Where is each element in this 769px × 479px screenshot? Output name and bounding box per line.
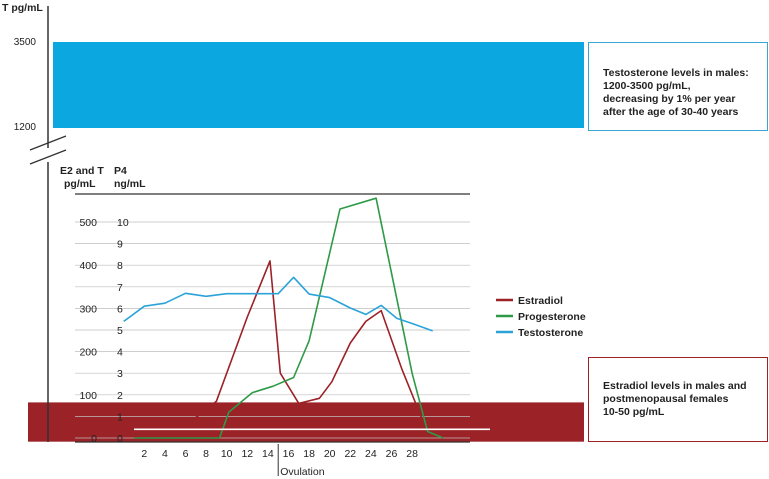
estradiol-male-band (28, 402, 584, 442)
left-tick-label: 200 (79, 347, 97, 359)
x-tick-label: 8 (203, 448, 209, 460)
testosterone-annotation-line: Testosterone levels in males: (603, 67, 749, 79)
x-tick-label: 12 (241, 448, 253, 460)
x-tick-label: 20 (324, 448, 336, 460)
left-axis-label: E2 and T (60, 165, 104, 177)
right-tick-label: 9 (117, 239, 123, 251)
testosterone-annotation-line: decreasing by 1% per year (603, 93, 736, 105)
testosterone-annotation-line: 1200-3500 pg/mL, (603, 80, 691, 92)
left-tick-label: 300 (79, 303, 97, 315)
x-tick-label: 4 (162, 448, 168, 460)
series-line-testosterone (123, 276, 433, 332)
left-tick-label: 400 (79, 260, 97, 272)
ovulation-label: Ovulation (280, 466, 325, 478)
x-tick-label: 6 (183, 448, 189, 460)
x-tick-label: 14 (262, 448, 274, 460)
testosterone-annotation-line: after the age of 30-40 years (603, 106, 739, 118)
x-tick-label: 16 (283, 448, 295, 460)
right-axis-label: P4 (114, 165, 127, 177)
legend-label-estradiol: Estradiol (518, 295, 563, 307)
right-tick-label: 10 (117, 217, 129, 229)
top-axis-label: T pg/mL (2, 2, 43, 14)
x-tick-label: 26 (386, 448, 398, 460)
right-tick-label: 1 (117, 411, 123, 423)
right-tick-label: 5 (117, 325, 123, 337)
x-tick-label: 28 (406, 448, 418, 460)
axis-break-mark (29, 149, 67, 165)
right-axis-label: ng/mL (114, 178, 146, 190)
right-tick-label: 8 (117, 260, 123, 272)
right-tick-label: 3 (117, 368, 123, 380)
right-tick-label: 4 (117, 347, 123, 359)
left-tick-label: 500 (79, 217, 97, 229)
series-line-progesterone (134, 197, 444, 439)
x-tick-label: 22 (344, 448, 356, 460)
legend-label-testosterone: Testosterone (518, 327, 583, 339)
top-tick-label: 3500 (14, 37, 37, 48)
series-line-estradiol (134, 260, 429, 434)
x-tick-label: 10 (221, 448, 233, 460)
testosterone-male-band (53, 42, 584, 128)
right-tick-label: 7 (117, 282, 123, 294)
x-tick-label: 24 (365, 448, 377, 460)
legend-label-progesterone: Progesterone (518, 311, 586, 323)
estradiol-annotation-line: postmenopausal females (603, 393, 729, 405)
right-tick-label: 2 (117, 390, 123, 402)
estradiol-annotation-line: 10-50 pg/mL (603, 406, 665, 418)
top-tick-label: 1200 (14, 122, 37, 133)
left-axis-label: pg/mL (64, 178, 96, 190)
left-tick-label: 100 (79, 390, 97, 402)
estradiol-annotation-line: Estradiol levels in males and (603, 380, 747, 392)
x-tick-label: 18 (303, 448, 315, 460)
right-tick-label: 6 (117, 303, 123, 315)
right-tick-label: 0 (117, 433, 123, 445)
axis-break-mark (29, 135, 67, 151)
estradiol-annotation-box: Estradiol levels in males and postmenopau… (588, 357, 768, 442)
testosterone-annotation-box: Testosterone levels in males: 1200-3500 p… (588, 42, 768, 131)
left-tick-label: 0 (91, 433, 97, 445)
x-tick-label: 2 (141, 448, 147, 460)
